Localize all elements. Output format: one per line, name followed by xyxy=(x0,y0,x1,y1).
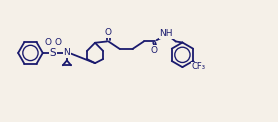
Text: CF₃: CF₃ xyxy=(192,62,206,71)
Text: O: O xyxy=(54,38,61,47)
Text: NH: NH xyxy=(160,29,173,38)
Text: O: O xyxy=(105,28,112,37)
Text: O: O xyxy=(150,46,157,55)
Text: S: S xyxy=(50,48,56,58)
Text: N: N xyxy=(64,48,70,57)
Text: O: O xyxy=(45,38,52,47)
